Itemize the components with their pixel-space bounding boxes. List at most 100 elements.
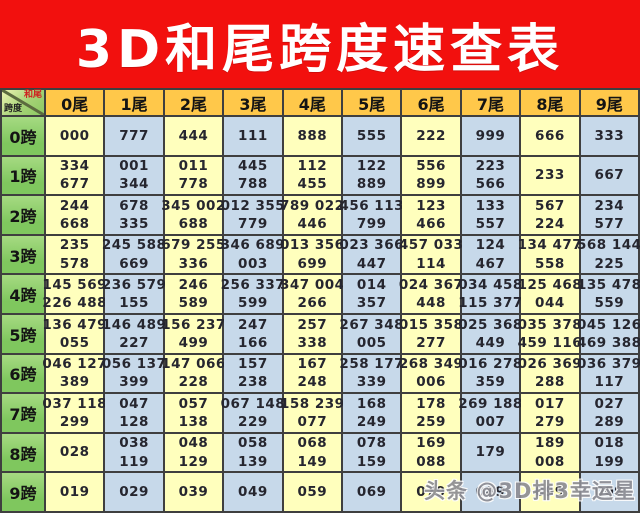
cell-line: 146 489 (101, 316, 167, 333)
cell-r9-c2: 039 (164, 473, 223, 511)
cell-r1-c4: 112 455 (283, 156, 341, 195)
cell-line: 399 (119, 374, 149, 391)
row-header-r3: 3跨 (2, 235, 44, 274)
cell-r8-c0: 028 (46, 433, 104, 472)
cell-line: 558 (535, 255, 565, 272)
cell-line: 677 (59, 176, 90, 193)
col-header-c6: 6尾 (402, 90, 460, 115)
cell-line: 779 (238, 215, 268, 232)
cell-r8-c9: 018 199 (580, 433, 638, 472)
cell-r2-c8: 567 224 (521, 196, 579, 234)
cell-line: 344 (119, 176, 149, 193)
cell-line: 668 (59, 215, 90, 232)
cell-line: 155 (119, 295, 149, 312)
cell-line: 003 (238, 255, 268, 272)
cell-line: 049 (238, 484, 268, 501)
cell-line: 469 388 (577, 334, 640, 351)
cell-line: 457 033 (398, 237, 464, 254)
cell-line: 025 368 (458, 316, 523, 333)
cell-r6-c0: 046 127 389 (42, 354, 106, 393)
cell-line: 133 (475, 197, 506, 214)
cell-r3-c9: 568 144 225 (577, 235, 640, 274)
cell-line: 666 (535, 127, 565, 144)
row-header-r5: 5跨 (2, 314, 44, 353)
cell-line: 357 (356, 295, 387, 312)
cell-r5-c0: 136 479 055 (42, 314, 106, 353)
cell-line: 006 (416, 374, 446, 391)
col-header-c0: 0尾 (46, 90, 104, 115)
cell-line: 034 458 (458, 276, 523, 293)
cell-line: 446 (297, 215, 328, 232)
cell-line: 067 148 (220, 395, 286, 412)
cell-r4-c2: 246 589 (164, 275, 223, 313)
cell-line: 279 (535, 413, 565, 430)
cell-line: 268 349 (398, 356, 464, 373)
cell-line: 035 378 (517, 316, 583, 333)
cell-line: 038 (119, 435, 149, 452)
cell-line: 156 237 (161, 316, 226, 333)
cell-line: 056 137 (101, 356, 167, 373)
cell-line: 023 366 (339, 237, 404, 254)
cell-line: 669 (119, 255, 149, 272)
cell-r7-c7: 269 188 007 (458, 394, 522, 432)
cell-line: 899 (416, 176, 446, 193)
cell-line: 249 (356, 413, 387, 430)
cell-r7-c3: 067 148 229 (221, 394, 285, 432)
cell-line: 233 (535, 167, 565, 184)
cell-r0-c7: 999 (461, 117, 520, 155)
cell-line: 007 (475, 413, 506, 430)
cell-r4-c7: 034 458 115 377 (458, 275, 522, 313)
cell-line: 556 (416, 158, 446, 175)
cell-line: 047 (119, 395, 149, 412)
cell-r1-c5: 122 889 (343, 156, 401, 195)
cell-line: 048 (178, 435, 209, 452)
cell-line: 269 188 (458, 395, 523, 412)
corner-label-hewei: 和尾 (23, 90, 42, 100)
cell-r1-c1: 001 344 (105, 156, 163, 195)
cell-line: 013 356 (280, 237, 345, 254)
cell-r7-c6: 178 259 (402, 394, 460, 432)
cell-line: 467 (475, 255, 506, 272)
cell-line: 179 (475, 444, 506, 461)
cell-line: 456 113 (339, 197, 404, 214)
cell-r3-c1: 245 588 669 (102, 235, 166, 274)
col-header-c5: 5尾 (343, 90, 401, 115)
cell-r6-c8: 026 369 288 (518, 354, 582, 393)
cell-line: 045 126 (577, 316, 640, 333)
cell-line: 199 (594, 453, 625, 470)
cell-line: 389 (59, 374, 90, 391)
cell-r3-c0: 235 578 (46, 235, 104, 274)
cell-r9-c4: 059 (283, 473, 341, 511)
cell-line: 244 (59, 197, 90, 214)
cell-r3-c8: 134 477 558 (518, 235, 582, 274)
cell-r2-c6: 123 466 (402, 196, 460, 234)
cell-line: 099 (535, 484, 565, 501)
cell-line: 256 337 (220, 276, 286, 293)
cell-line: 236 579 (101, 276, 167, 293)
cell-line: 169 (416, 435, 446, 452)
cell-line: 222 (416, 127, 446, 144)
cell-line: 018 (594, 435, 625, 452)
cell-line: 028 (59, 444, 90, 461)
cell-r5-c7: 025 368 449 (458, 314, 522, 353)
cell-r6-c5: 258 177 339 (339, 354, 403, 393)
cell-r4-c1: 236 579 155 (102, 275, 166, 313)
cell-line: 248 (297, 374, 328, 391)
cell-r4-c9: 135 478 559 (577, 275, 640, 313)
row-header-r9: 9跨 (2, 473, 44, 511)
cell-line: 459 116 (517, 334, 583, 351)
cell-line: 277 (416, 334, 446, 351)
cell-line: 168 (356, 395, 387, 412)
cell-r6-c7: 016 278 359 (458, 354, 522, 393)
cell-r8-c3: 058 139 (224, 433, 282, 472)
cell-line: 347 004 (280, 276, 345, 293)
cell-line: 029 (119, 484, 149, 501)
cell-r1-c0: 334 677 (46, 156, 104, 195)
cell-r5-c6: 015 358 277 (399, 314, 463, 353)
cell-line: 445 (238, 158, 268, 175)
cell-r4-c5: 014 357 (343, 275, 401, 313)
cell-line: 189 (535, 435, 565, 452)
cell-r5-c2: 156 237 499 (161, 314, 225, 353)
cell-line: 223 (475, 158, 506, 175)
